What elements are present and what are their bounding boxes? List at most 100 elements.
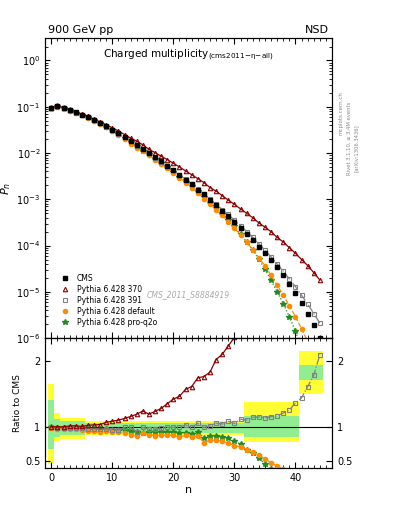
Pythia 6.428 default — [177, 175, 182, 181]
Pythia 6.428 391 — [299, 292, 304, 298]
CMS — [86, 114, 90, 120]
Pythia 6.428 pro-q2o — [269, 277, 274, 283]
Pythia 6.428 391 — [238, 223, 243, 229]
Pythia 6.428 370 — [171, 160, 176, 166]
Pythia 6.428 370 — [73, 109, 78, 115]
Pythia 6.428 default — [171, 170, 176, 176]
Line: Pythia 6.428 pro-q2o: Pythia 6.428 pro-q2o — [49, 104, 323, 411]
Pythia 6.428 pro-q2o — [55, 103, 60, 110]
Pythia 6.428 default — [67, 108, 72, 114]
Pythia 6.428 pro-q2o — [61, 105, 66, 111]
Pythia 6.428 pro-q2o — [299, 345, 304, 351]
Pythia 6.428 391 — [244, 228, 249, 234]
Pythia 6.428 391 — [202, 191, 206, 197]
Pythia 6.428 pro-q2o — [183, 179, 188, 185]
Pythia 6.428 370 — [220, 193, 224, 199]
Pythia 6.428 370 — [287, 245, 292, 251]
Pythia 6.428 370 — [263, 224, 267, 230]
CMS — [183, 177, 188, 183]
Pythia 6.428 pro-q2o — [208, 200, 212, 206]
CMS — [250, 237, 255, 243]
Pythia 6.428 391 — [122, 134, 127, 140]
Pythia 6.428 default — [61, 105, 66, 111]
Pythia 6.428 391 — [86, 114, 90, 120]
Pythia 6.428 pro-q2o — [49, 105, 54, 111]
Pythia 6.428 391 — [189, 181, 194, 187]
Pythia 6.428 pro-q2o — [232, 223, 237, 229]
Text: 900 GeV pp: 900 GeV pp — [48, 26, 113, 35]
Pythia 6.428 pro-q2o — [305, 363, 310, 369]
CMS — [220, 207, 224, 214]
Pythia 6.428 391 — [275, 261, 279, 267]
Pythia 6.428 370 — [281, 239, 286, 245]
Pythia 6.428 391 — [61, 105, 66, 111]
CMS — [171, 167, 176, 174]
Pythia 6.428 391 — [177, 172, 182, 178]
Pythia 6.428 370 — [250, 215, 255, 221]
Pythia 6.428 pro-q2o — [318, 406, 322, 412]
Line: Pythia 6.428 391: Pythia 6.428 391 — [49, 104, 322, 326]
Pythia 6.428 default — [49, 105, 54, 111]
Pythia 6.428 391 — [79, 112, 84, 118]
Pythia 6.428 default — [202, 196, 206, 202]
Pythia 6.428 370 — [141, 142, 145, 148]
Pythia 6.428 pro-q2o — [67, 107, 72, 113]
Y-axis label: Ratio to CMS: Ratio to CMS — [13, 374, 22, 432]
Pythia 6.428 default — [214, 206, 219, 212]
Pythia 6.428 370 — [293, 250, 298, 257]
Pythia 6.428 391 — [141, 146, 145, 153]
Pythia 6.428 370 — [195, 176, 200, 182]
CMS — [128, 138, 133, 144]
CMS — [159, 158, 163, 164]
Pythia 6.428 370 — [226, 197, 231, 203]
CMS — [189, 181, 194, 187]
Pythia 6.428 391 — [55, 103, 60, 110]
CMS — [275, 264, 279, 270]
Pythia 6.428 370 — [165, 157, 170, 163]
Pythia 6.428 391 — [214, 201, 219, 207]
Pythia 6.428 default — [287, 303, 292, 309]
Pythia 6.428 pro-q2o — [73, 110, 78, 116]
Pythia 6.428 pro-q2o — [104, 124, 108, 130]
Pythia 6.428 370 — [269, 228, 274, 234]
Pythia 6.428 default — [275, 282, 279, 288]
Pythia 6.428 391 — [220, 206, 224, 212]
Pythia 6.428 370 — [55, 103, 60, 109]
CMS — [269, 257, 274, 263]
Pythia 6.428 pro-q2o — [147, 152, 151, 158]
Pythia 6.428 default — [299, 326, 304, 332]
Pythia 6.428 391 — [116, 131, 121, 137]
Pythia 6.428 370 — [257, 220, 261, 226]
Pythia 6.428 pro-q2o — [257, 256, 261, 262]
Pythia 6.428 391 — [128, 138, 133, 144]
Pythia 6.428 370 — [122, 132, 127, 138]
Pythia 6.428 391 — [153, 155, 158, 161]
CMS — [305, 310, 310, 316]
Pythia 6.428 pro-q2o — [189, 183, 194, 189]
Pythia 6.428 pro-q2o — [281, 301, 286, 307]
Pythia 6.428 391 — [250, 234, 255, 241]
Pythia 6.428 default — [92, 118, 96, 124]
Pythia 6.428 pro-q2o — [287, 314, 292, 320]
Pythia 6.428 default — [250, 246, 255, 252]
Pythia 6.428 370 — [275, 234, 279, 241]
Pythia 6.428 default — [73, 110, 78, 116]
Pythia 6.428 370 — [214, 188, 219, 194]
CMS — [195, 187, 200, 193]
Pythia 6.428 default — [269, 272, 274, 278]
Pythia 6.428 370 — [86, 113, 90, 119]
Pythia 6.428 391 — [293, 284, 298, 290]
Pythia 6.428 default — [263, 263, 267, 269]
Pythia 6.428 370 — [299, 257, 304, 263]
Y-axis label: $P_n$: $P_n$ — [0, 182, 13, 195]
Line: CMS: CMS — [49, 104, 322, 340]
CMS — [165, 163, 170, 169]
CMS — [110, 126, 115, 133]
Pythia 6.428 pro-q2o — [153, 156, 158, 162]
CMS — [55, 103, 60, 109]
Pythia 6.428 pro-q2o — [263, 266, 267, 272]
Pythia 6.428 default — [128, 140, 133, 146]
Pythia 6.428 pro-q2o — [122, 135, 127, 141]
Pythia 6.428 370 — [159, 153, 163, 159]
Pythia 6.428 pro-q2o — [128, 139, 133, 145]
